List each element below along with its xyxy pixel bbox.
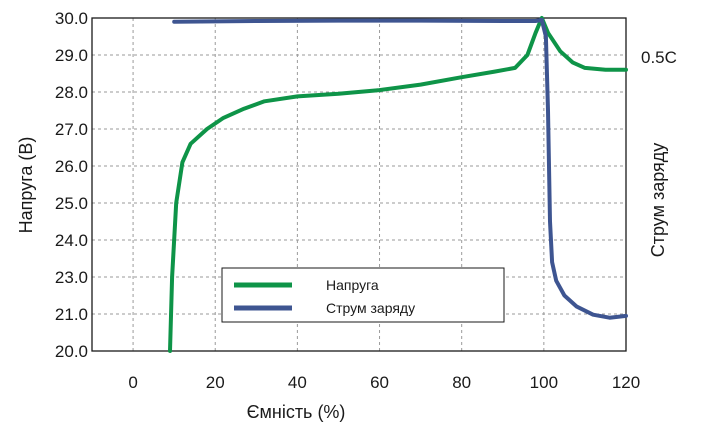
x-tick-label: 40 bbox=[288, 373, 307, 392]
y-tick-label: 24.0 bbox=[55, 231, 88, 250]
y-tick-label: 20.0 bbox=[55, 342, 88, 361]
y-tick-label: 29.0 bbox=[55, 46, 88, 65]
x-axis-label: Ємність (%) bbox=[247, 402, 346, 422]
y2-tick-label: 0.5C bbox=[641, 48, 677, 67]
y2-axis-label: Струм заряду bbox=[648, 143, 668, 258]
legend-label-voltage: Напруга bbox=[326, 277, 379, 293]
series-voltage-line bbox=[168, 16, 628, 353]
y-tick-label: 25.0 bbox=[55, 194, 88, 213]
x-tick-label: 60 bbox=[370, 373, 389, 392]
x-tick-label: 80 bbox=[452, 373, 471, 392]
x-axis-ticks: 0 20 40 60 80 100 120 bbox=[128, 373, 640, 392]
series-layer bbox=[168, 16, 628, 353]
series-current-line bbox=[172, 17, 628, 320]
y-tick-label: 30.0 bbox=[55, 9, 88, 28]
y-tick-label: 28.0 bbox=[55, 83, 88, 102]
y-tick-label: 26.0 bbox=[55, 157, 88, 176]
legend-label-current: Струм заряду bbox=[326, 300, 415, 316]
y-tick-label: 21.0 bbox=[55, 305, 88, 324]
legend-box bbox=[221, 267, 505, 323]
x-tick-label: 120 bbox=[612, 373, 640, 392]
x-tick-label: 20 bbox=[206, 373, 225, 392]
plot-frame bbox=[91, 17, 627, 352]
y-axis-label: Напруга (В) bbox=[16, 137, 36, 234]
x-tick-label: 100 bbox=[530, 373, 558, 392]
y-axis-ticks: 30.0 29.0 28.0 27.0 26.0 25.0 24.0 23.0 21.0 20.0 bbox=[55, 9, 88, 361]
y-tick-label: 27.0 bbox=[55, 120, 88, 139]
y-tick-label: 23.0 bbox=[55, 268, 88, 287]
x-tick-label: 0 bbox=[128, 373, 137, 392]
legend: Напруга Струм заряду bbox=[221, 267, 505, 323]
